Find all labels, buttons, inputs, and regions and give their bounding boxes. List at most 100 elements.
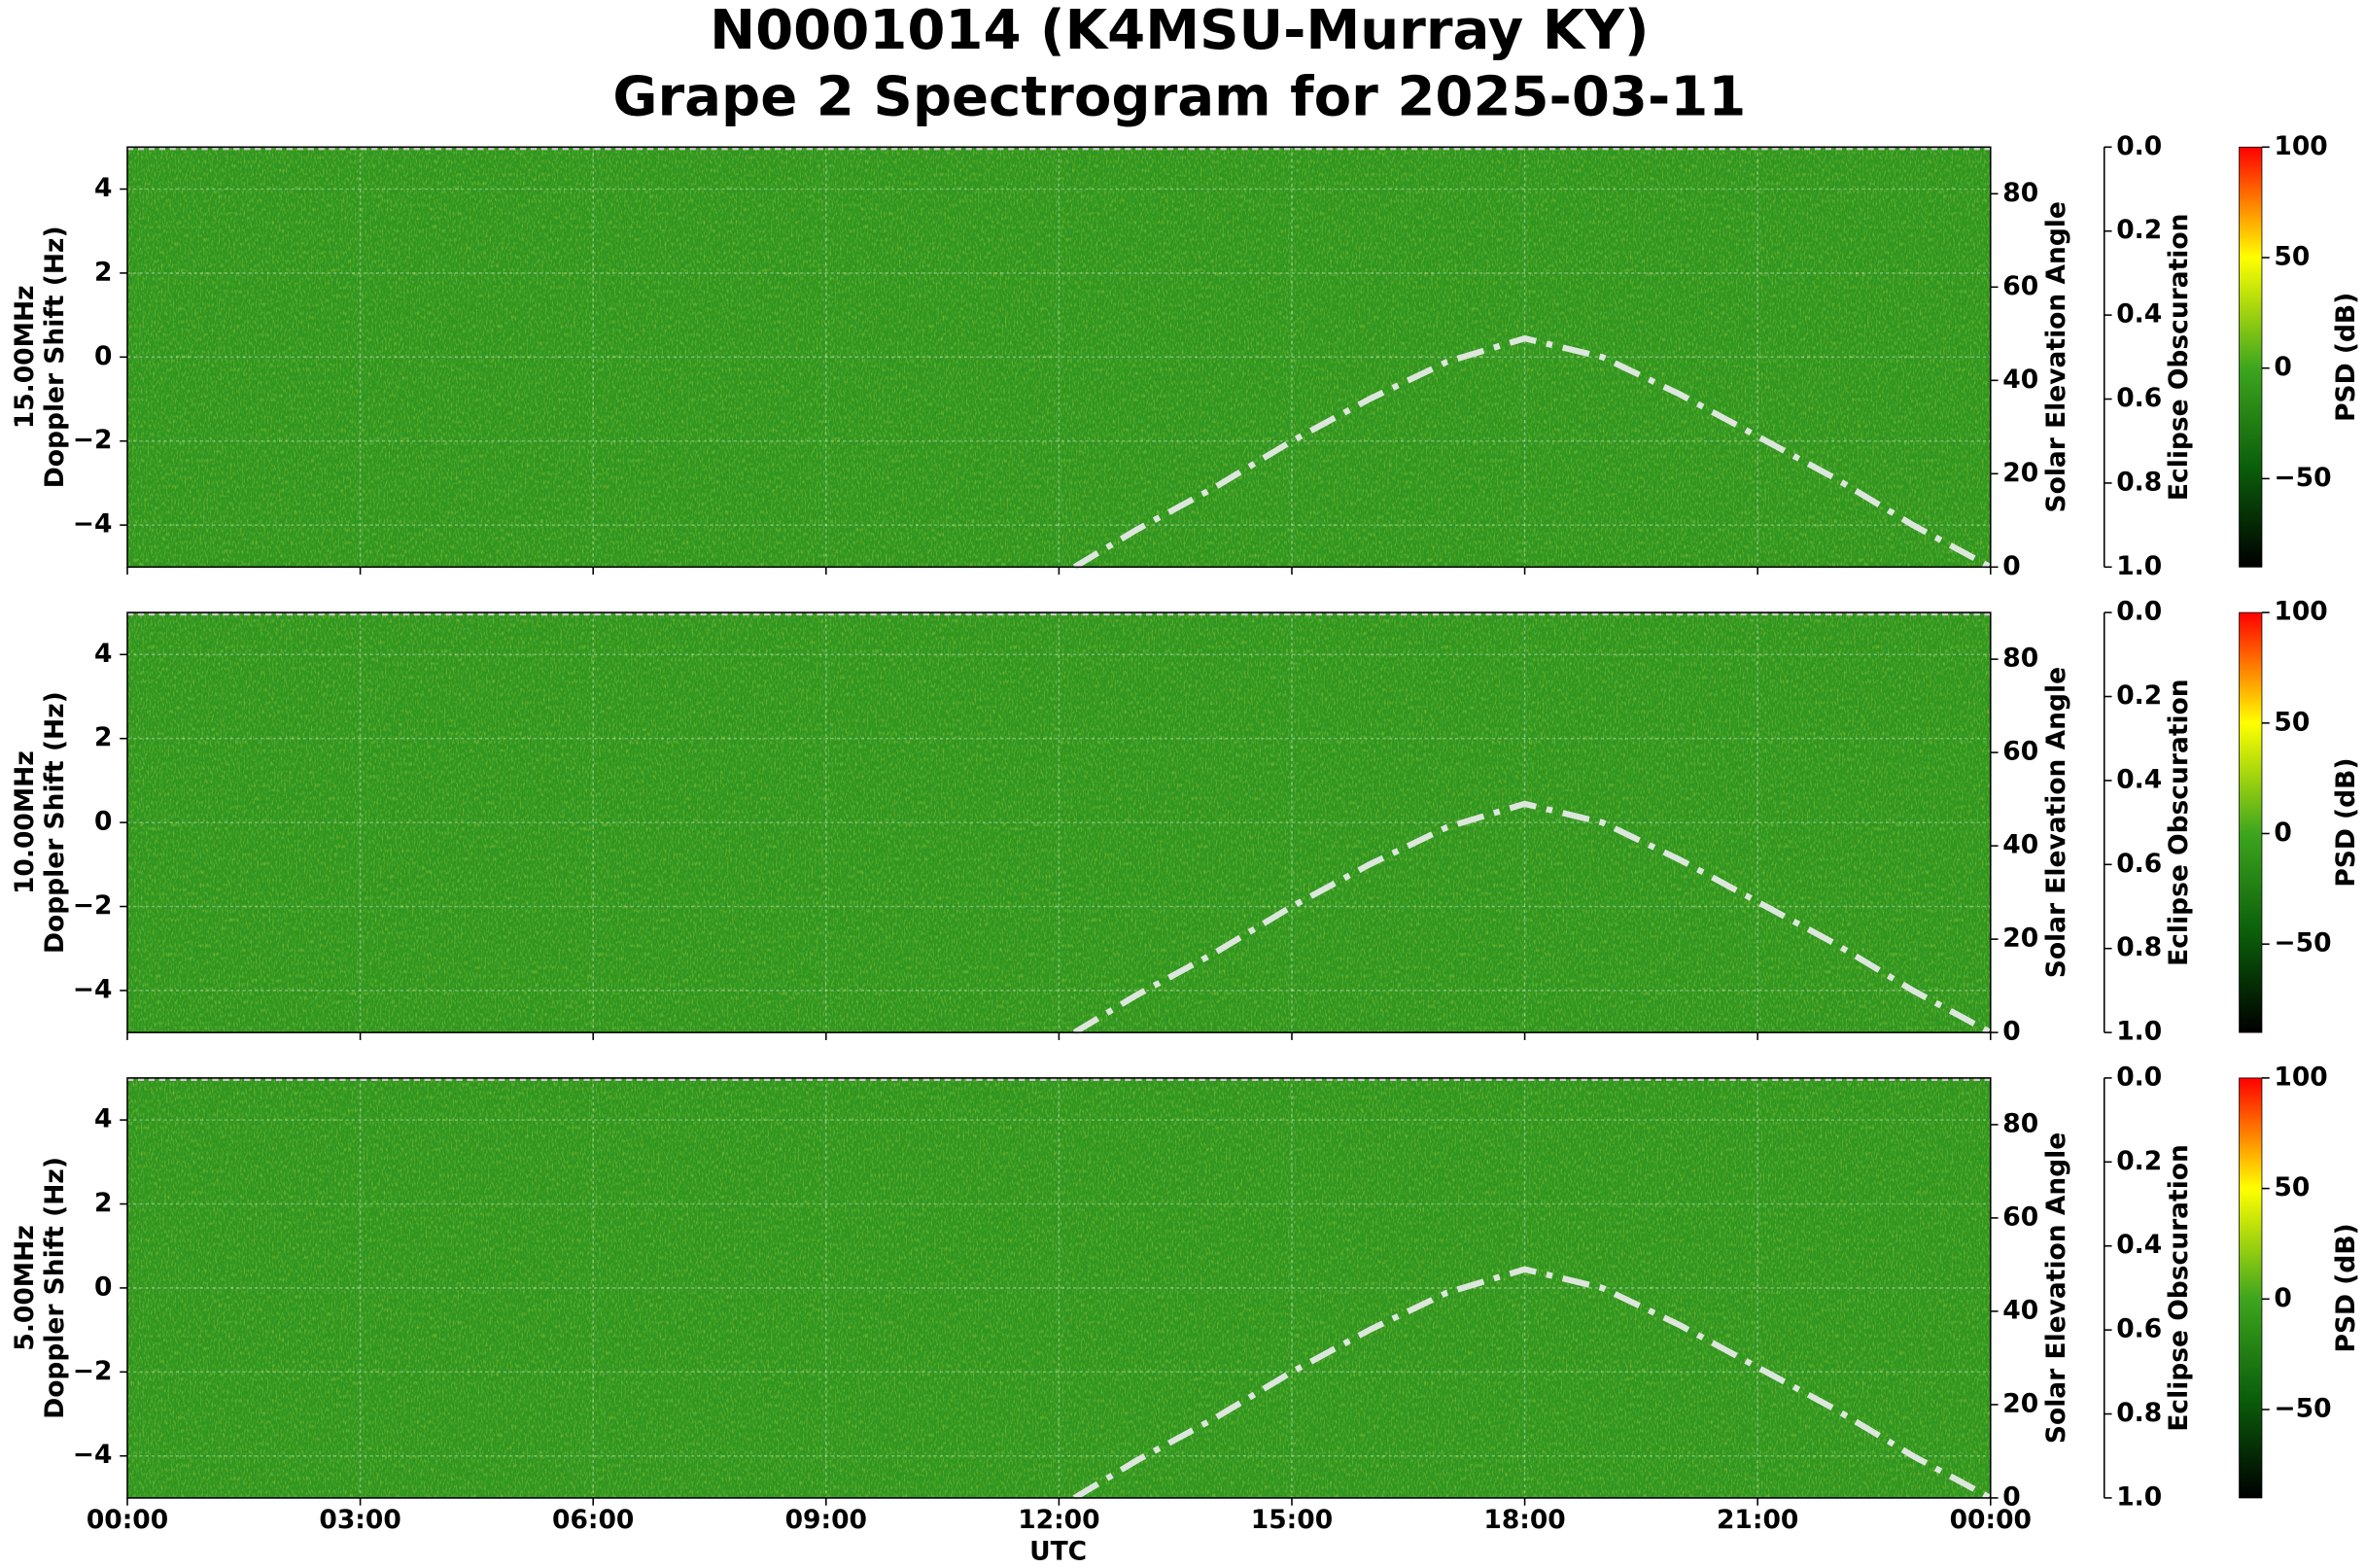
y-tick-label: 4 xyxy=(94,639,112,669)
x-tick-label: 03:00 xyxy=(319,1505,400,1535)
y2-axis-label: Solar Elevation Angle xyxy=(2041,1132,2071,1444)
panel-frequency: 15.00MHz xyxy=(10,285,40,429)
y-tick-label: 0 xyxy=(94,1272,112,1302)
solar-elevation-line xyxy=(1072,800,1993,1035)
y2-tick-label: 20 xyxy=(2002,923,2038,954)
y2-tick-label: 0 xyxy=(2002,551,2020,581)
spectrogram-texture xyxy=(127,147,1991,568)
y2-axis-label: Solar Elevation Angle xyxy=(2041,667,2071,978)
eclipse-tick-label: 0.8 xyxy=(2116,1398,2162,1428)
panel-frequency: 5.00MHz xyxy=(10,1225,40,1350)
y2-tick-label: 0 xyxy=(2002,1481,2020,1512)
eclipse-tick-label: 0.8 xyxy=(2116,932,2162,962)
plot-frame xyxy=(126,611,1992,1033)
y2-tick-label: 0 xyxy=(2002,1017,2020,1047)
x-axis-label: UTC xyxy=(1029,1537,1087,1567)
eclipse-tick-label: 0.2 xyxy=(2116,215,2162,245)
y-axis-label: Doppler Shift (Hz) xyxy=(40,1157,70,1419)
colorbar xyxy=(2239,1077,2263,1499)
y-tick-label: −2 xyxy=(73,425,113,455)
eclipse-tick-label: 0.0 xyxy=(2116,597,2162,627)
colorbar-tick-label: 0 xyxy=(2274,1283,2291,1313)
colorbar xyxy=(2239,611,2263,1033)
y-tick-label: 4 xyxy=(94,1104,112,1134)
y2-tick-label: 80 xyxy=(2002,178,2038,208)
y-tick-label: −4 xyxy=(73,974,113,1004)
chart-title: N0001014 (K4MSU-Murray KY) xyxy=(710,0,1649,62)
eclipse-tick-label: 0.2 xyxy=(2116,1146,2162,1176)
eclipse-tick-label: 0.8 xyxy=(2116,467,2162,497)
eclipse-tick-label: 0.6 xyxy=(2116,849,2162,879)
colorbar-tick-label: 100 xyxy=(2274,1062,2327,1092)
colorbar-tick-label: −50 xyxy=(2274,463,2331,493)
plot-frame xyxy=(126,146,1992,569)
eclipse-tick-label: 1.0 xyxy=(2116,1481,2162,1512)
x-tick-label: 00:00 xyxy=(1950,1505,2032,1535)
solar-elevation-line xyxy=(1072,334,1993,571)
spectrogram-texture xyxy=(127,1077,1991,1498)
eclipse-tick-label: 0.6 xyxy=(2116,383,2162,413)
y-tick-label: 0 xyxy=(94,341,112,371)
colorbar-tick-label: 100 xyxy=(2274,131,2327,161)
colorbar-tick-label: −50 xyxy=(2274,1393,2331,1423)
x-tick-label: 00:00 xyxy=(87,1505,168,1535)
chart-subtitle: Grape 2 Spectrogram for 2025-03-11 xyxy=(612,66,1746,129)
y-tick-label: −2 xyxy=(73,890,113,921)
x-tick-label: 06:00 xyxy=(552,1505,634,1535)
spectrogram-texture xyxy=(127,612,1991,1033)
eclipse-tick-label: 1.0 xyxy=(2116,551,2162,581)
y2-tick-label: 40 xyxy=(2002,1295,2038,1325)
solar-elevation-line xyxy=(1072,1266,1993,1501)
panel-frequency: 10.00MHz xyxy=(10,750,40,894)
y-tick-label: 4 xyxy=(94,173,112,203)
y2-axis-label: Solar Elevation Angle xyxy=(2041,201,2071,512)
eclipse-tick-label: 0.0 xyxy=(2116,131,2162,161)
colorbar-tick-label: 100 xyxy=(2274,597,2327,627)
colorbar-label: PSD (dB) xyxy=(2331,1223,2361,1352)
y-axis-label: Doppler Shift (Hz) xyxy=(40,691,70,954)
plot-frame xyxy=(126,1077,1992,1499)
eclipse-axis-label: Eclipse Obscuration xyxy=(2164,1144,2194,1432)
y2-tick-label: 40 xyxy=(2002,365,2038,395)
y2-tick-label: 60 xyxy=(2002,737,2038,767)
colorbar xyxy=(2239,146,2263,568)
y2-tick-label: 40 xyxy=(2002,830,2038,860)
eclipse-tick-label: 1.0 xyxy=(2116,1017,2162,1047)
eclipse-tick-label: 0.6 xyxy=(2116,1314,2162,1344)
colorbar-tick-label: 0 xyxy=(2274,818,2291,848)
colorbar-tick-label: 50 xyxy=(2274,1172,2310,1202)
y2-tick-label: 60 xyxy=(2002,271,2038,301)
x-tick-label: 21:00 xyxy=(1717,1505,1798,1535)
colorbar-tick-label: 50 xyxy=(2274,241,2310,271)
y-tick-label: 2 xyxy=(94,1188,112,1218)
eclipse-axis-label: Eclipse Obscuration xyxy=(2164,679,2194,966)
eclipse-tick-label: 0.4 xyxy=(2116,1230,2162,1260)
colorbar-tick-label: −50 xyxy=(2274,928,2331,958)
y-axis-label: Doppler Shift (Hz) xyxy=(40,226,70,488)
x-tick-label: 12:00 xyxy=(1018,1505,1099,1535)
eclipse-axis-label: Eclipse Obscuration xyxy=(2164,214,2194,502)
y-tick-label: −4 xyxy=(73,1440,113,1470)
colorbar-tick-label: 50 xyxy=(2274,707,2310,737)
x-tick-label: 18:00 xyxy=(1483,1505,1565,1535)
y2-tick-label: 80 xyxy=(2002,1108,2038,1138)
y-tick-label: −4 xyxy=(73,509,113,540)
y-tick-label: −2 xyxy=(73,1356,113,1386)
eclipse-tick-label: 0.2 xyxy=(2116,680,2162,711)
colorbar-tick-label: 0 xyxy=(2274,352,2291,382)
eclipse-tick-label: 0.4 xyxy=(2116,299,2162,330)
eclipse-tick-label: 0.4 xyxy=(2116,764,2162,794)
y2-tick-label: 20 xyxy=(2002,458,2038,488)
y2-tick-label: 80 xyxy=(2002,644,2038,674)
x-tick-label: 09:00 xyxy=(785,1505,867,1535)
y-tick-label: 2 xyxy=(94,257,112,287)
colorbar-label: PSD (dB) xyxy=(2331,758,2361,888)
y2-tick-label: 60 xyxy=(2002,1202,2038,1232)
y-tick-label: 2 xyxy=(94,722,112,752)
y2-tick-label: 20 xyxy=(2002,1388,2038,1418)
y-tick-label: 0 xyxy=(94,807,112,837)
colorbar-label: PSD (dB) xyxy=(2331,293,2361,422)
x-tick-label: 15:00 xyxy=(1251,1505,1333,1535)
